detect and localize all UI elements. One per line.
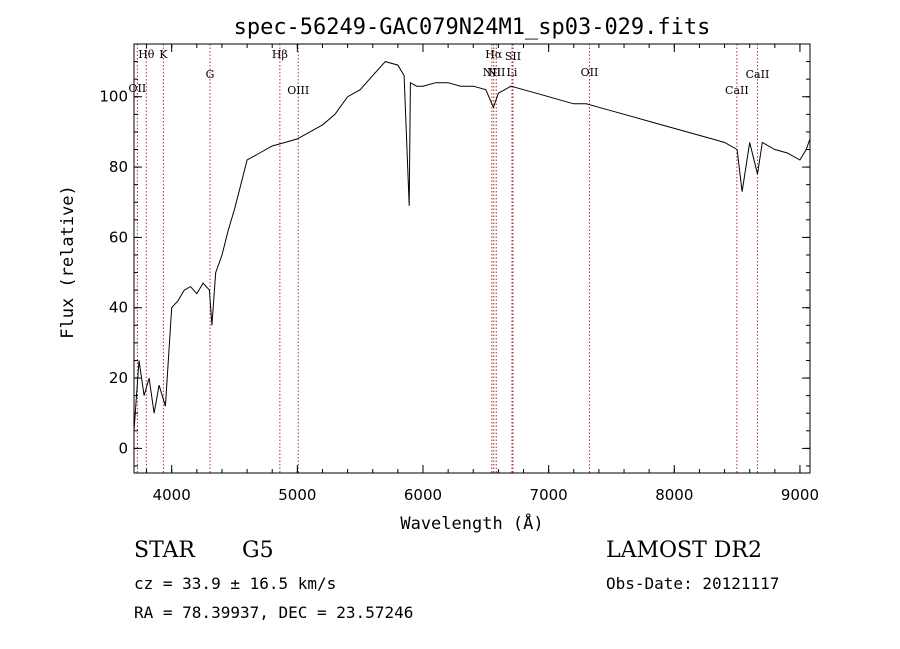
spectral-line-label: NII [487,66,505,79]
spectral-line-label: Hα [485,48,503,61]
spectral-line-label: OII [581,66,599,79]
x-tick-label: 5000 [278,486,316,504]
spectrum-series [133,61,811,431]
spectral-line-label: OII [129,82,147,95]
spectral-line-label: K [159,48,168,61]
spectral-line-label: Hβ [272,48,288,61]
survey-name: LAMOST DR2 [606,538,762,563]
x-tick-label: 8000 [655,486,693,504]
y-axis-label: Flux (relative) [58,185,78,339]
spectral-line-label: G [206,68,215,81]
spectral-line-label: SII [505,50,521,63]
spectral-line-label: Hθ [138,48,155,61]
y-tick-label: 80 [109,158,128,176]
x-tick-label: 4000 [153,486,191,504]
ra-dec: RA = 78.39937, DEC = 23.57246 [134,603,414,622]
y-tick-label: 40 [109,299,128,317]
y-tick-label: 20 [109,369,128,387]
plot-frame [133,43,811,474]
chart-title: spec-56249-GAC079N24M1_sp03-029.fits [234,15,711,40]
star-class: STAR [134,538,195,563]
y-tick-label: 0 [118,439,128,457]
x-tick-label: 7000 [530,486,568,504]
spectral-line-label: NII [483,66,501,79]
redshift-cz: cz = 33.9 ± 16.5 km/s [134,574,337,593]
y-tick-label: 60 [109,228,128,246]
y-axis: 0 20 40 60 80 100 [99,61,810,467]
spectral-line-label: CaII [725,84,749,97]
obs-date: Obs-Date: 20121117 [606,574,780,593]
spectral-line-label: Li [507,66,518,79]
y-tick-label: 100 [99,88,128,106]
x-tick-label: 9000 [781,486,819,504]
star-subclass: G5 [242,538,274,563]
x-tick-label: 6000 [404,486,442,504]
spectral-line-label: OIII [287,84,309,97]
spectral-line-label: CaII [746,68,770,81]
marker-lines [136,44,758,473]
x-axis-label: Wavelength (Å) [400,512,543,534]
x-axis: 4000 5000 6000 7000 8000 9000 [146,44,819,504]
